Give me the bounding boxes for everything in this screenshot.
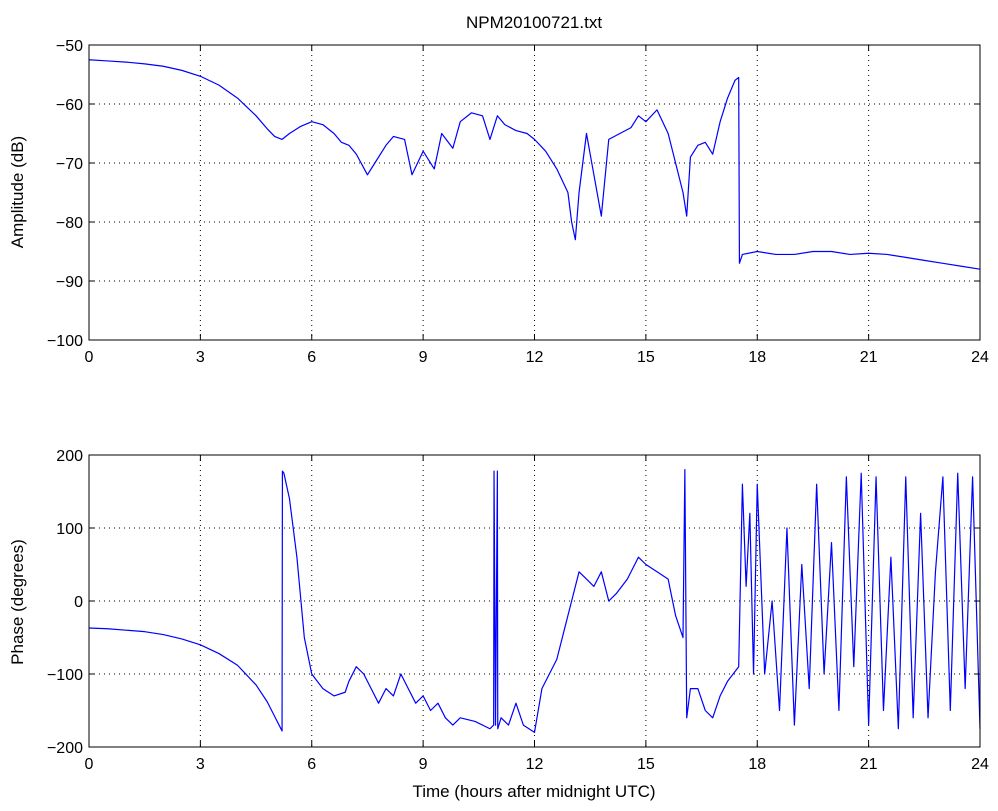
phase-x-tick-label: 18 [748,756,766,773]
amplitude-x-tick-label: 24 [971,349,989,366]
amplitude-y-tick-label: −60 [56,97,83,114]
phase-x-tick-label: 3 [196,756,205,773]
phase-x-tick-label: 12 [526,756,544,773]
phase-x-tick-label: 9 [419,756,428,773]
amplitude-y-tick-label: −90 [56,274,83,291]
amplitude-x-tick-label: 6 [307,349,316,366]
phase-series-line [88,469,981,733]
phase-y-tick-label: 100 [56,521,83,538]
phase-x-tick-label: 15 [637,756,655,773]
amplitude-x-tick-label: 15 [637,349,655,366]
amplitude-x-tick-label: 18 [748,349,766,366]
phase-x-tick-label: 6 [307,756,316,773]
phase-y-tick-label: −200 [47,740,83,757]
phase-x-tick-label: 24 [971,756,989,773]
amplitude-x-tick-label: 0 [85,349,94,366]
amplitude-series-line [88,59,981,270]
phase-y-tick-label: −100 [47,667,83,684]
phase-y-tick-label: 0 [74,594,83,611]
phase-y-axis-label: Phase (degrees) [8,539,27,665]
phase-y-tick-label: 200 [56,448,83,465]
amplitude-y-tick-label: −80 [56,215,83,232]
phase-plot: 0 3 6 9 12 15 18 21 24 200 100 0 −100 −200 [47,448,989,773]
amplitude-y-tick-label: −70 [56,156,83,173]
phase-x-tick-label: 21 [860,756,878,773]
amplitude-x-tick-label: 9 [419,349,428,366]
amplitude-y-tick-label: −100 [47,333,83,350]
chart-title: NPM20100721.txt [466,13,602,32]
phase-x-tick-label: 0 [85,756,94,773]
x-axis-label: Time (hours after midnight UTC) [412,782,655,801]
amplitude-x-tick-label: 12 [526,349,544,366]
amplitude-x-tick-label: 3 [196,349,205,366]
amplitude-y-tick-label: −50 [56,38,83,55]
amplitude-y-axis-label: Amplitude (dB) [8,136,27,248]
amplitude-plot: 0 3 6 9 12 15 18 21 24 −50 −60 −70 −80 −90 −100 [47,38,989,366]
amplitude-x-tick-label: 21 [860,349,878,366]
